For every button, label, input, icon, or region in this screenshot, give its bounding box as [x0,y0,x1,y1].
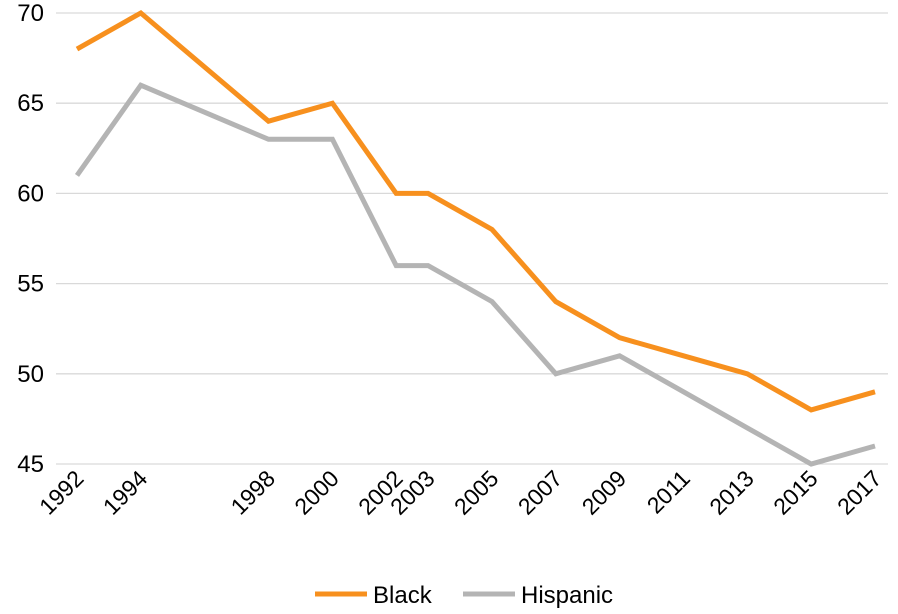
x-tick-label: 2011 [642,465,695,518]
x-tick-label: 2017 [832,465,887,520]
legend: Black Hispanic [315,582,613,609]
x-tick-label: 2005 [449,465,504,520]
x-tick-label: 2009 [577,465,632,520]
x-tick-label: 2007 [513,465,568,520]
x-tick-label: 2015 [768,465,823,520]
gridlines [56,12,888,465]
x-tick-label: 1994 [98,465,153,520]
y-tick-label: 70 [17,0,44,27]
x-tick-label: 2000 [289,465,344,520]
x-tick-label: 1998 [225,465,280,520]
series-line-hispanic [74,82,876,467]
legend-label-hispanic: Hispanic [521,582,613,609]
x-tick-label: 2013 [704,465,759,520]
y-tick-label: 60 [17,180,44,207]
y-tick-label: 55 [17,271,44,298]
series-lines [74,9,876,467]
y-tick-label: 65 [17,90,44,117]
y-tick-label: 50 [17,361,44,388]
y-tick-label: 45 [17,451,44,478]
legend-label-black: Black [373,582,433,609]
series-line-black [75,9,876,413]
y-axis-ticks: 45 50 55 60 65 70 [17,0,44,478]
